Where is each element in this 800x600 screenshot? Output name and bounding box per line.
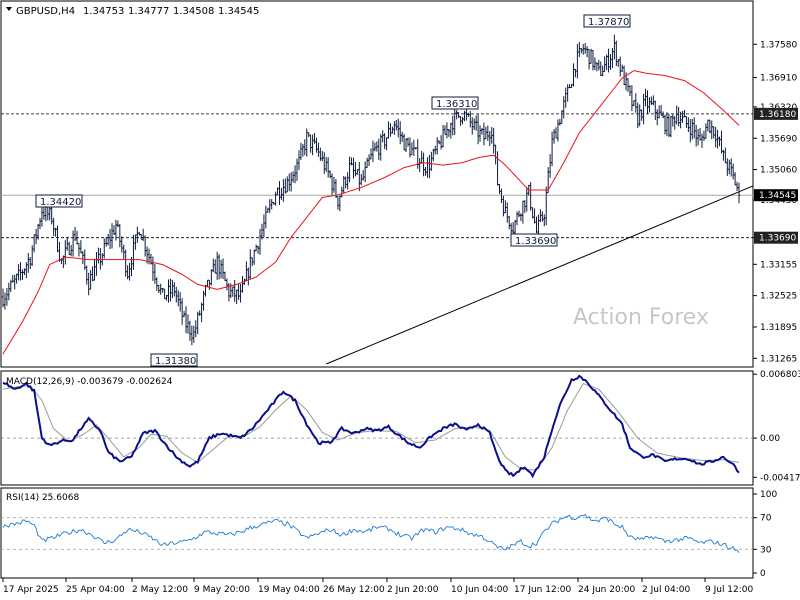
moving-average — [2, 70, 740, 355]
macd-lines — [2, 374, 740, 479]
price-panel-frame — [0, 0, 754, 368]
price-label-text: 1.31380 — [155, 356, 196, 367]
price-label-text: 1.33690 — [515, 236, 556, 247]
rsi-y-axis: 100 70 30 0 — [753, 490, 777, 579]
price-label-box — [510, 233, 558, 247]
y-tick-label: 0 — [760, 569, 766, 579]
price-horizontal-lines — [1, 113, 753, 239]
header-close: 1.34545 — [218, 6, 259, 17]
macd-panel: MACD(12,26,9) -0.003679 -0.002624 0.0068… — [0, 370, 800, 486]
x-tick-label: 10 Jun 04:00 — [451, 585, 508, 595]
price-panel: Action Forex 1.37870 1.36310 1.34420 1.3369… — [0, 0, 798, 368]
y-tick-label: 1.36910 — [760, 74, 797, 84]
y-tick-label: 1.35690 — [760, 134, 797, 144]
level-price-box — [754, 107, 798, 120]
price-label-text: 1.36310 — [436, 99, 477, 110]
header-symbol: GBPUSD,H4 — [16, 6, 75, 17]
price-label-text: 1.37870 — [588, 17, 629, 28]
trendline — [326, 185, 754, 365]
rsi-title: RSI(14) 25.6068 — [6, 493, 79, 503]
moving-average-line — [2, 70, 740, 355]
header-low: 1.34508 — [173, 6, 214, 17]
price-label-box — [35, 194, 83, 208]
y-tick-label: 1.32525 — [760, 292, 797, 302]
macd-title: MACD(12,26,9) -0.003679 -0.002624 — [6, 377, 173, 387]
rsi-levels — [1, 517, 753, 550]
y-tick-label: 0.00 — [760, 434, 780, 444]
header-high: 1.34777 — [128, 6, 169, 17]
price-trendline — [326, 185, 754, 365]
x-tick-label: 2 Jun 20:00 — [387, 585, 439, 595]
x-tick-label: 24 Jun 20:00 — [578, 585, 635, 595]
price-label: 1.34420 — [35, 194, 83, 208]
dropdown-triangle-icon[interactable] — [6, 7, 12, 11]
price-label-text: 1.34420 — [40, 197, 81, 208]
rsi-line — [2, 513, 740, 554]
x-tick-label: 2 Jul 04:00 — [642, 585, 691, 595]
price-label: 1.37870 — [583, 14, 631, 28]
price-watermark: Action Forex — [573, 305, 709, 330]
price-label: 1.33690 — [510, 233, 558, 247]
price-label-box — [150, 353, 198, 367]
current-price-box — [754, 189, 798, 202]
current-price-label: 1.34545 — [759, 191, 796, 201]
x-tick-label: 17 Jun 12:00 — [514, 585, 571, 595]
x-tick-label: 9 May 20:00 — [194, 585, 250, 595]
y-tick-label: 1.31265 — [760, 354, 797, 364]
macd-main-line — [2, 374, 740, 479]
y-tick-label: -0.004178 — [760, 473, 800, 483]
y-tick-label: 1.31895 — [760, 323, 797, 333]
header-open: 1.34753 — [83, 6, 124, 17]
level-price-label: 1.36180 — [759, 110, 796, 120]
rsi-line — [2, 513, 740, 554]
rsi-panel-frame — [0, 487, 754, 579]
x-tick-label: 26 May 12:00 — [323, 585, 385, 595]
x-tick-label: 25 Apr 04:00 — [66, 585, 125, 595]
macd-panel-frame — [0, 370, 754, 486]
rsi-panel: RSI(14) 25.6068 100 70 30 0 — [0, 487, 777, 579]
macd-signal-line — [2, 382, 740, 471]
y-tick-label: 30 — [760, 545, 772, 555]
time-axis: 17 Apr 2025 25 Apr 04:00 2 May 12:00 9 May … — [2, 578, 754, 595]
price-label: 1.31380 — [150, 353, 198, 367]
x-tick-label: 2 May 12:00 — [132, 585, 188, 595]
x-tick-label: 19 May 04:00 — [258, 585, 320, 595]
y-tick-label: 70 — [760, 514, 772, 524]
price-label-box — [583, 14, 631, 28]
y-tick-label: 100 — [760, 490, 777, 500]
y-tick-label: 1.37580 — [760, 40, 797, 50]
price-label: 1.36310 — [431, 96, 479, 110]
macd-y-axis: 0.006803 0.00 -0.004178 — [753, 370, 800, 483]
price-header: GBPUSD,H4 1.34753 1.34777 1.34508 1.3454… — [6, 6, 259, 17]
x-tick-label: 17 Apr 2025 — [3, 585, 59, 595]
level-price-label: 1.33690 — [759, 234, 796, 244]
y-tick-label: 0.006803 — [760, 370, 800, 380]
price-annotations: 1.37870 1.36310 1.34420 1.33690 1.31380 — [35, 14, 631, 367]
x-tick-label: 9 Jul 12:00 — [705, 585, 754, 595]
price-bar — [737, 182, 741, 204]
y-tick-label: 1.33155 — [760, 260, 797, 270]
price-label-box — [431, 96, 479, 110]
y-tick-label: 1.35060 — [760, 166, 797, 176]
price-y-axis: 1.375801.369101.363201.356901.350601.344… — [753, 40, 798, 364]
price-bars — [1, 34, 741, 346]
level-price-box — [754, 231, 798, 244]
